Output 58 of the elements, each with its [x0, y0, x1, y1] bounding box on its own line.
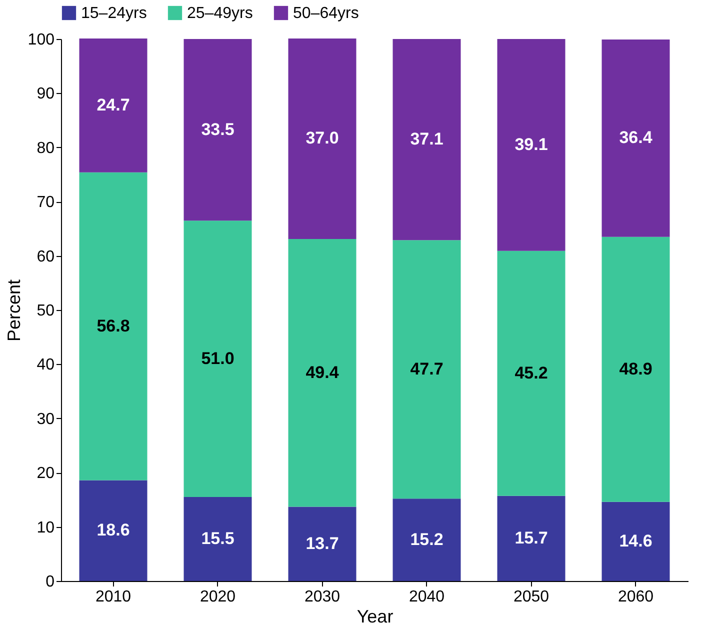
- x-tick-label: 2030: [304, 588, 340, 606]
- data-label: 49.4: [306, 362, 340, 382]
- bar: [497, 39, 566, 251]
- x-tick-label: 2040: [408, 588, 445, 606]
- bar: [79, 38, 148, 172]
- legend-label: 50–64yrs: [293, 5, 359, 22]
- bar: [79, 172, 148, 480]
- legend-label: 25–49yrs: [187, 5, 253, 22]
- bar: [392, 39, 461, 240]
- data-label: 47.7: [410, 359, 444, 378]
- x-axis-title: Year: [356, 606, 394, 626]
- data-label: 51.0: [201, 348, 234, 368]
- data-label: 14.6: [619, 531, 652, 550]
- y-tick-label: 70: [36, 194, 55, 212]
- bar: [288, 239, 356, 507]
- bar: [184, 39, 252, 221]
- legend-label: 15–24yrs: [81, 5, 147, 22]
- data-label: 37.1: [410, 130, 444, 149]
- bar: [184, 496, 252, 581]
- data-label: 56.8: [96, 316, 130, 336]
- bar: [184, 220, 252, 497]
- y-tick-label: 30: [36, 410, 55, 428]
- bar: [79, 480, 148, 581]
- bar: [497, 496, 566, 581]
- data-label: 45.2: [514, 363, 548, 382]
- data-label: 15.2: [410, 530, 444, 549]
- bar: [602, 502, 670, 581]
- data-label: 18.6: [96, 520, 130, 540]
- data-label: 48.9: [619, 359, 652, 378]
- bar: [602, 236, 670, 502]
- data-label: 36.4: [619, 128, 653, 148]
- bar: [288, 38, 356, 239]
- x-tick-label: 2060: [618, 588, 654, 606]
- y-axis-title: Percent: [4, 279, 24, 342]
- data-label: 24.7: [96, 95, 130, 114]
- y-tick-label: 100: [28, 32, 55, 48]
- y-tick-label: 20: [36, 465, 55, 482]
- bar: [392, 498, 461, 581]
- x-tick-label: 2020: [200, 588, 236, 606]
- x-tick-label: 2010: [95, 588, 132, 606]
- y-tick-label: 40: [36, 356, 55, 374]
- data-label: 15.5: [201, 528, 234, 548]
- y-tick-label: 80: [36, 140, 55, 157]
- data-label: 39.1: [514, 134, 548, 154]
- y-tick-label: 0: [46, 574, 55, 590]
- y-tick-label: 60: [36, 248, 55, 266]
- data-label: 33.5: [201, 120, 234, 139]
- y-tick-label: 50: [36, 302, 55, 320]
- x-tick-label: 2050: [513, 588, 550, 606]
- data-label: 37.0: [306, 128, 339, 148]
- data-label: 13.7: [306, 534, 339, 553]
- bar: [602, 40, 670, 237]
- bar: [392, 240, 461, 499]
- bar: [497, 250, 566, 496]
- bar: [288, 506, 356, 581]
- data-label: 15.7: [514, 528, 548, 548]
- y-tick-label: 10: [36, 519, 55, 536]
- y-tick-label: 90: [36, 86, 55, 103]
